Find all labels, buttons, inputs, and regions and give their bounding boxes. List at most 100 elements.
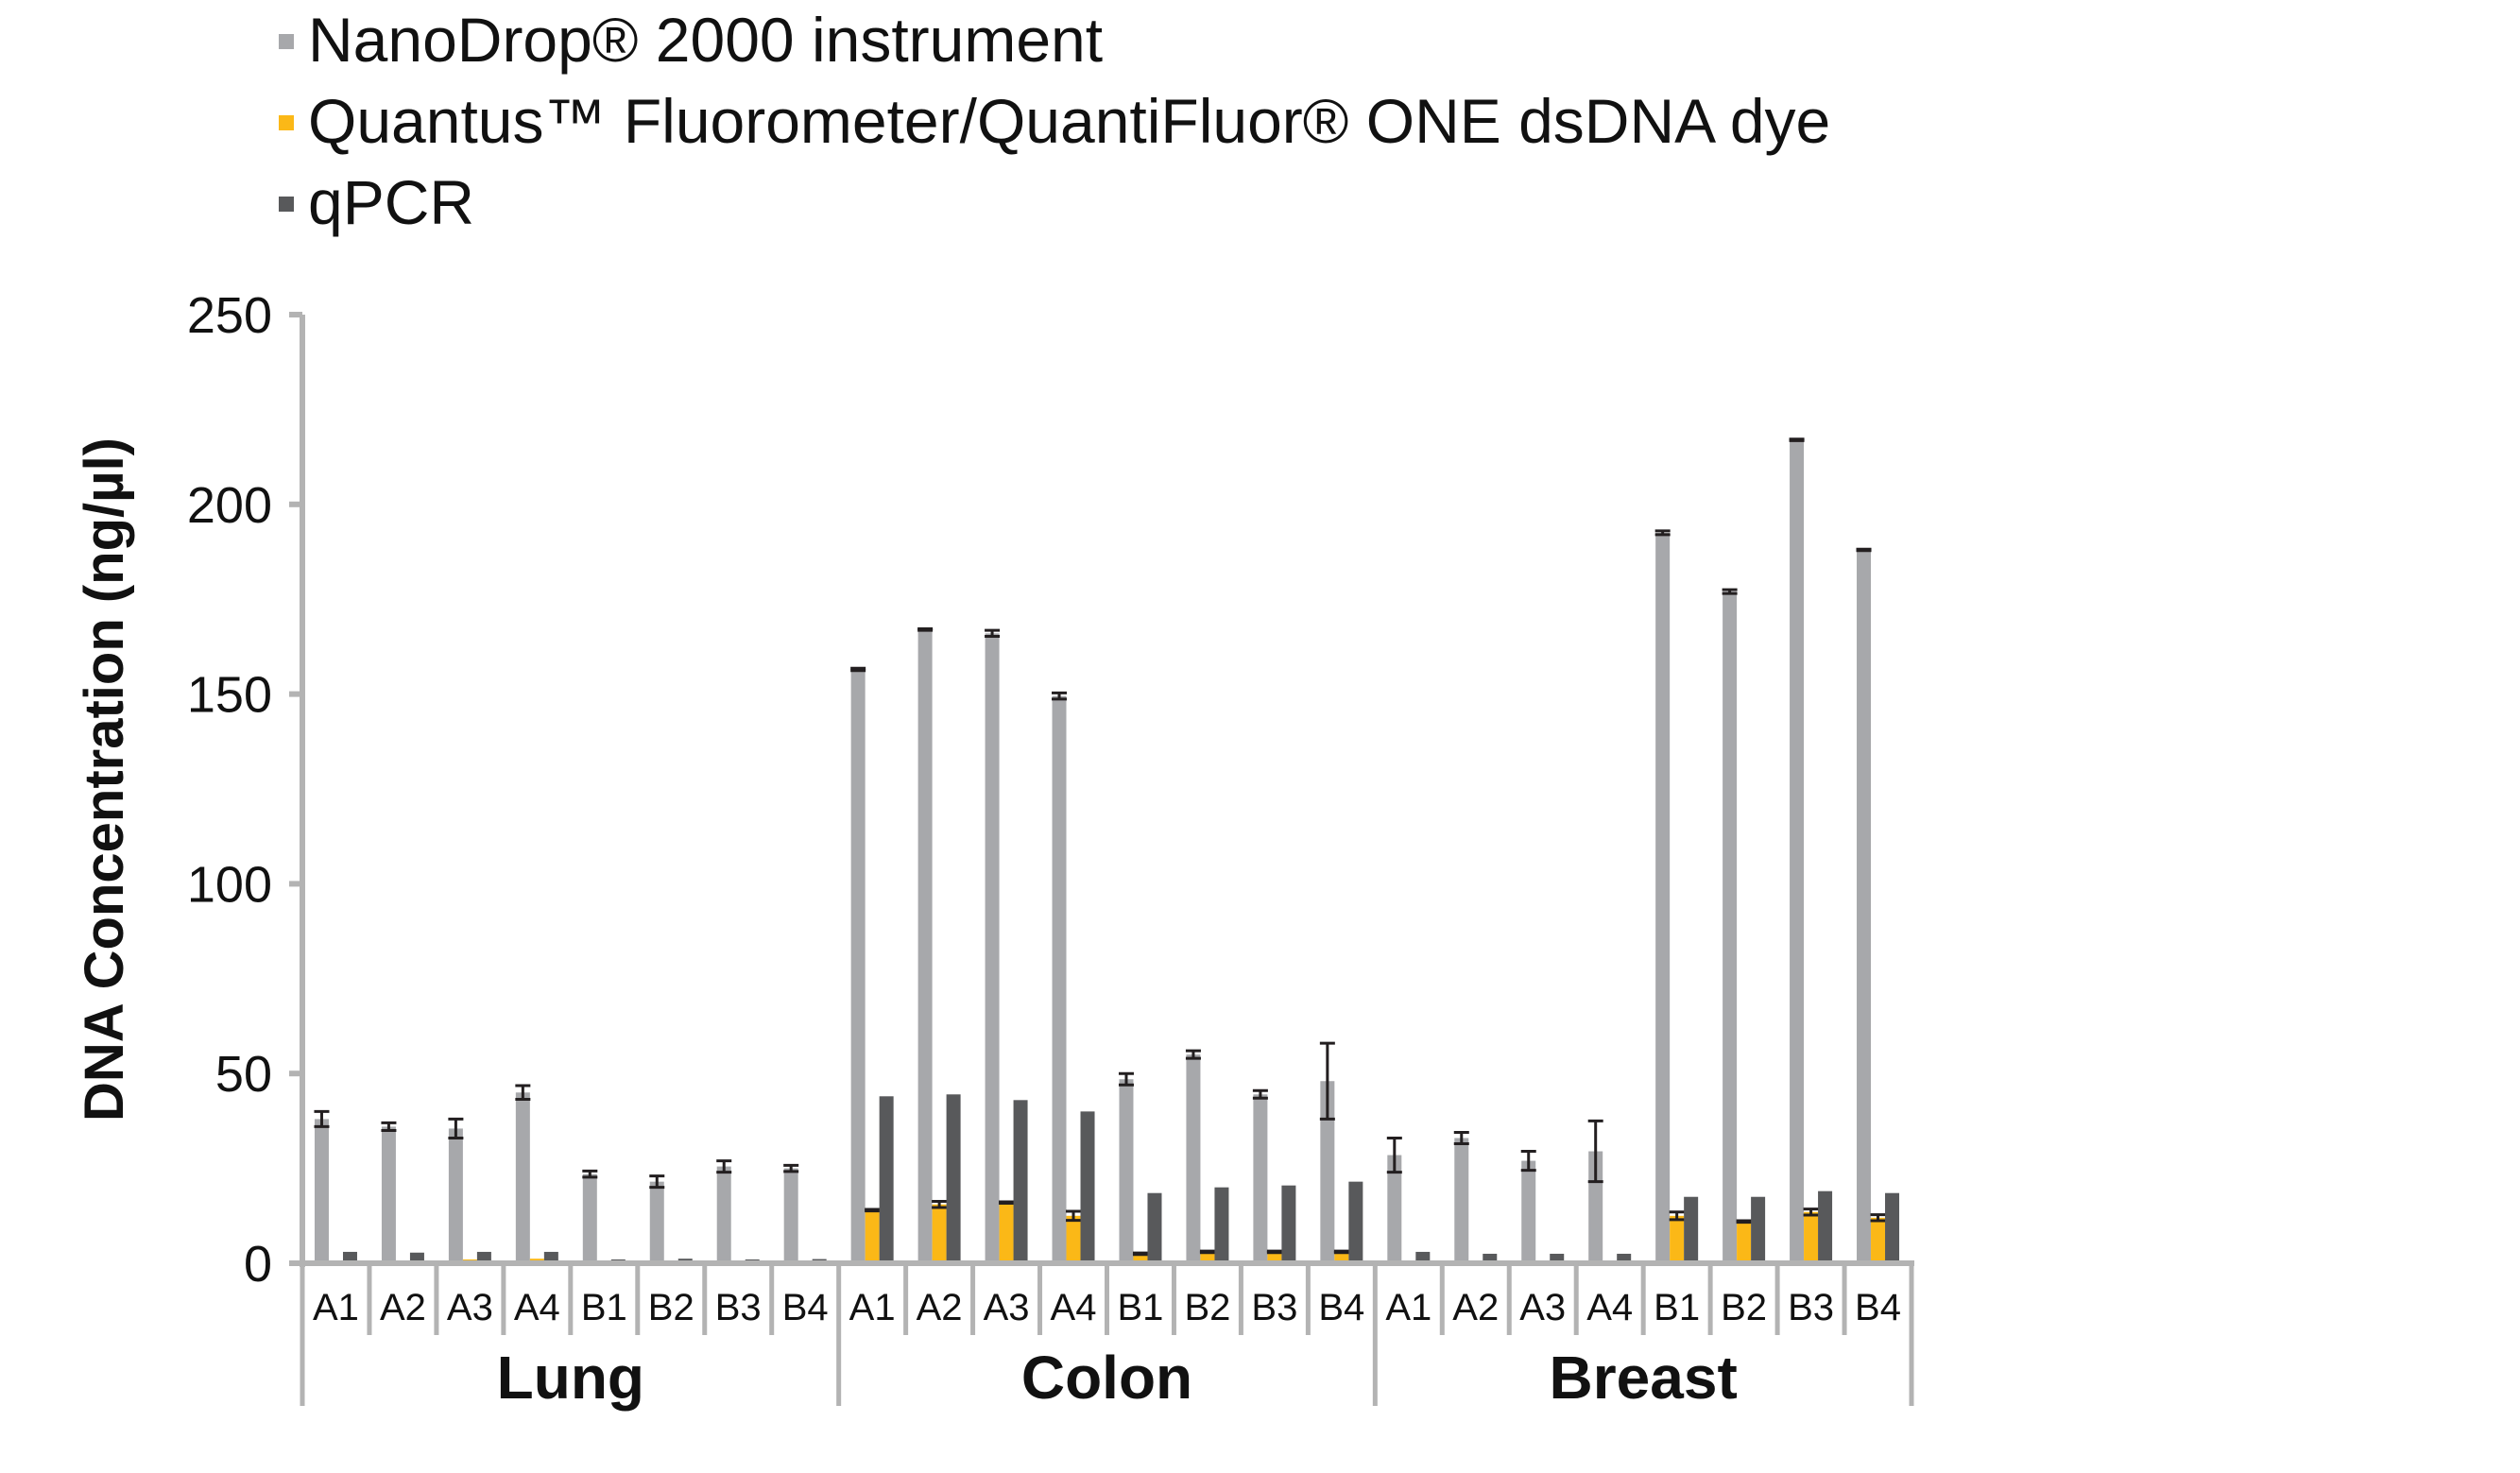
y-axis: 0 50 100 150 200 250 (187, 287, 305, 1293)
bar-qpcr (543, 1251, 558, 1263)
category-label: A1 (849, 1287, 896, 1328)
bar-nanodrop (1052, 695, 1067, 1263)
bar-qpcr (1483, 1253, 1498, 1263)
category-label: A4 (1051, 1287, 1097, 1328)
y-tick-label: 0 (244, 1236, 272, 1293)
y-tick-label: 150 (187, 667, 272, 724)
bar-quantus (1871, 1217, 1886, 1263)
category-label: B4 (782, 1287, 829, 1328)
x-axis: A1 A2 A3 A4 B1 B2 B3 B4 Lung A1 A2 A3 A4 B1 B2 B3 B4 Colo… (289, 1260, 1914, 1412)
group-label: Breast (1550, 1344, 1738, 1412)
bar-qpcr (1281, 1185, 1296, 1263)
bar-qpcr (1617, 1253, 1632, 1263)
legend-label: NanoDrop® 2000 instrument (308, 5, 1103, 75)
bar-nanodrop (985, 633, 1000, 1263)
category-label: B2 (1184, 1287, 1230, 1328)
bar-nanodrop (850, 669, 866, 1263)
category-label: B1 (1118, 1287, 1164, 1328)
y-tick-label: 200 (187, 477, 272, 534)
bar-qpcr (1415, 1251, 1431, 1263)
bar-nanodrop (314, 1119, 329, 1263)
bar-qpcr (1080, 1111, 1095, 1263)
bar-nanodrop (1857, 549, 1872, 1263)
y-tick-label: 250 (187, 287, 272, 344)
legend-swatch (279, 197, 294, 212)
bar-nanodrop (1253, 1094, 1268, 1263)
bar-qpcr (1818, 1190, 1833, 1263)
bar-qpcr (946, 1094, 961, 1263)
y-tick-label: 50 (215, 1046, 272, 1103)
bar-qpcr (342, 1251, 357, 1263)
bar-quantus (1804, 1211, 1819, 1263)
bar-nanodrop (1790, 439, 1805, 1263)
category-label: B1 (581, 1287, 627, 1328)
category-label: B3 (1788, 1287, 1834, 1328)
category-label: B3 (1251, 1287, 1297, 1328)
bar-nanodrop (649, 1181, 664, 1263)
bar-qpcr (1684, 1196, 1699, 1263)
bar-nanodrop (1119, 1079, 1134, 1263)
legend-swatch (279, 115, 294, 130)
bar-nanodrop (448, 1128, 463, 1263)
bar-nanodrop (1454, 1138, 1469, 1263)
bar-nanodrop (1588, 1151, 1603, 1263)
bar-qpcr (1013, 1100, 1028, 1263)
bar-qpcr (1348, 1181, 1363, 1263)
bar-nanodrop (582, 1173, 597, 1263)
category-label: A2 (917, 1287, 963, 1328)
bar-quantus (932, 1204, 947, 1263)
bar-quantus (1267, 1251, 1282, 1263)
category-label: A2 (380, 1287, 426, 1328)
bar-nanodrop (1387, 1155, 1402, 1263)
y-axis-title: DNA Concentration (ng/µl) (74, 437, 135, 1122)
y-tick-label: 100 (187, 856, 272, 913)
category-label: A1 (1385, 1287, 1431, 1328)
category-label: B2 (648, 1287, 694, 1328)
bar-quantus (1737, 1221, 1752, 1263)
bar-quantus (1200, 1251, 1215, 1263)
category-label: A3 (447, 1287, 493, 1328)
bar-quantus (1334, 1251, 1349, 1263)
bar-quantus (1670, 1215, 1685, 1263)
category-label: A3 (984, 1287, 1030, 1328)
bar-qpcr (1214, 1187, 1229, 1263)
bar-qpcr (1885, 1192, 1900, 1263)
category-label: A3 (1519, 1287, 1566, 1328)
bar-quantus (999, 1202, 1014, 1263)
bar-nanodrop (917, 629, 933, 1263)
bar-quantus (865, 1209, 880, 1263)
bar-nanodrop (1320, 1081, 1335, 1263)
legend: NanoDrop® 2000 instrument Quantus™ Fluoro… (279, 5, 1830, 237)
bar-quantus (1066, 1215, 1081, 1263)
bar-nanodrop (1723, 591, 1738, 1263)
bar-nanodrop (716, 1166, 731, 1263)
legend-label: Quantus™ Fluorometer/QuantiFluor® ONE ds… (308, 86, 1830, 156)
bars (314, 437, 1900, 1263)
bar-qpcr (1147, 1192, 1162, 1263)
bar-nanodrop (1521, 1160, 1536, 1263)
category-label: B4 (1855, 1287, 1901, 1328)
group-label: Colon (1021, 1344, 1192, 1412)
category-label: B3 (715, 1287, 762, 1328)
category-label: A4 (514, 1287, 560, 1328)
legend-swatch (279, 34, 294, 49)
legend-label: qPCR (308, 167, 474, 237)
category-label: A1 (313, 1287, 359, 1328)
bar-qpcr (1751, 1196, 1766, 1263)
category-label: B4 (1318, 1287, 1364, 1328)
bar-nanodrop (515, 1092, 530, 1263)
bar-qpcr (409, 1252, 424, 1263)
bar-nanodrop (783, 1168, 798, 1263)
group-label: Lung (497, 1344, 644, 1412)
bar-quantus (1133, 1253, 1148, 1263)
bar-nanodrop (1655, 532, 1671, 1263)
bar-qpcr (476, 1251, 491, 1263)
bar-nanodrop (1186, 1054, 1201, 1263)
bar-qpcr (879, 1096, 894, 1263)
category-label: A2 (1452, 1287, 1499, 1328)
category-label: B1 (1654, 1287, 1700, 1328)
category-label: A4 (1586, 1287, 1633, 1328)
category-label: B2 (1721, 1287, 1767, 1328)
bar-nanodrop (381, 1126, 396, 1263)
